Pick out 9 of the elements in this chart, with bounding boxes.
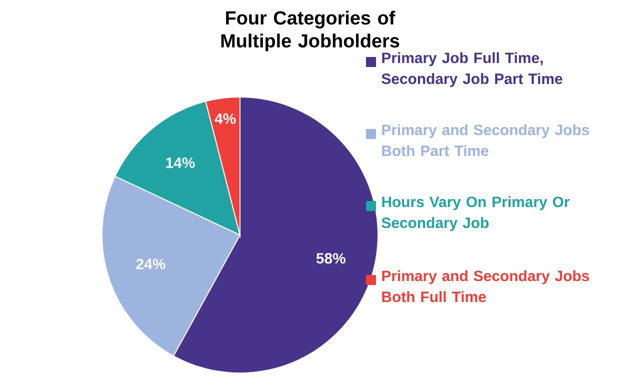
data-label: 24% bbox=[136, 258, 166, 270]
data-label: 58% bbox=[316, 253, 346, 264]
chart-title: Four Categories of Multiple Jobholders bbox=[221, 10, 400, 52]
legend-label: Primary and Secondary Jobs Both Full Time bbox=[382, 270, 590, 302]
legend-label: Primary Job Full Time, Secondary Job Part Time bbox=[382, 52, 562, 88]
data-label: 14% bbox=[166, 157, 195, 168]
legend-label: Hours Vary On Primary Or Secondary Job bbox=[382, 196, 570, 232]
legend-label: Primary and Secondary Jobs Both Part Time bbox=[382, 124, 590, 156]
data-label: 4% bbox=[214, 113, 236, 124]
